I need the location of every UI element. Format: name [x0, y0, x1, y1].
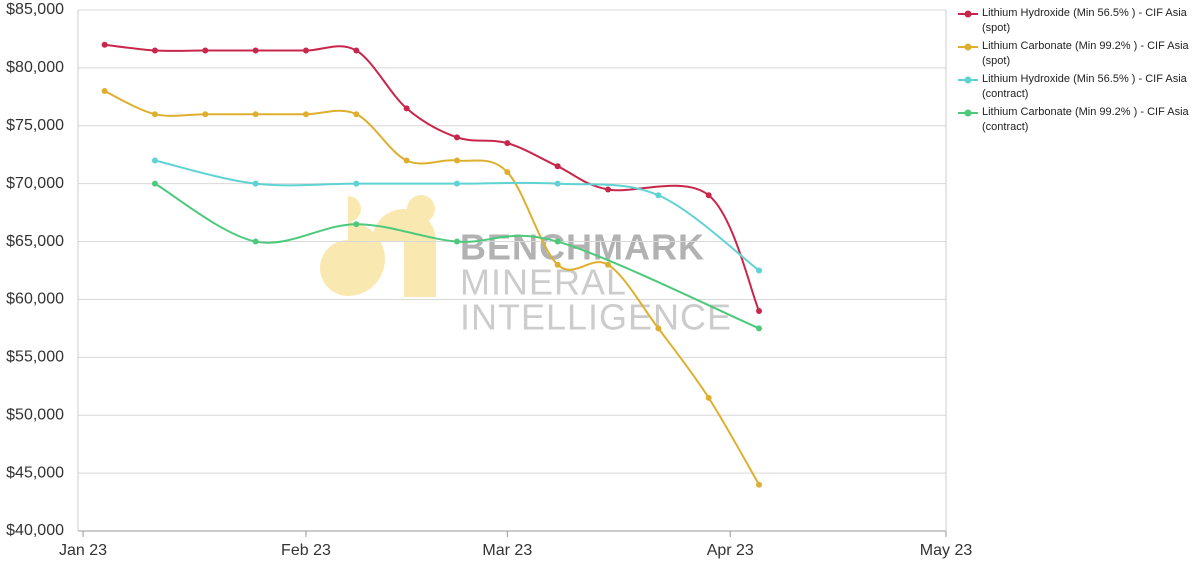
y-tick-label: $85,000: [6, 1, 64, 18]
legend-item[interactable]: Lithium Hydroxide (Min 56.5% ) - CIF Asi…: [958, 6, 1198, 36]
data-point: [504, 140, 511, 147]
data-point: [605, 261, 612, 268]
data-point: [554, 238, 561, 245]
data-point: [756, 325, 763, 332]
data-point: [705, 192, 712, 199]
y-tick-label: $80,000: [6, 59, 64, 76]
data-point: [151, 157, 158, 164]
legend-dot: [964, 76, 972, 84]
data-point: [554, 261, 561, 268]
data-point: [151, 111, 158, 118]
data-point: [554, 180, 561, 187]
data-point: [353, 47, 360, 54]
x-tick-label: May 23: [920, 542, 973, 559]
data-point: [202, 111, 209, 118]
y-tick-label: $45,000: [6, 464, 64, 481]
legend-item[interactable]: Lithium Hydroxide (Min 56.5% ) - CIF Asi…: [958, 72, 1198, 102]
y-tick-label: $65,000: [6, 233, 64, 250]
data-point: [252, 238, 259, 245]
data-point: [453, 238, 460, 245]
y-tick-label: $70,000: [6, 175, 64, 192]
legend-symbol: [958, 10, 978, 18]
legend-symbol: [958, 76, 978, 84]
data-point: [202, 47, 209, 54]
y-tick-label: $60,000: [6, 291, 64, 308]
watermark: INTELLIGENCE: [460, 297, 732, 338]
watermark: MINERAL: [460, 262, 627, 303]
data-point: [403, 157, 410, 164]
legend-dot: [964, 109, 972, 117]
y-tick-label: $50,000: [6, 406, 64, 423]
data-point: [453, 180, 460, 187]
data-point: [101, 41, 108, 48]
data-point: [756, 267, 763, 274]
data-point: [302, 47, 309, 54]
data-point: [756, 308, 763, 315]
data-point: [353, 221, 360, 228]
data-point: [655, 192, 662, 199]
data-point: [605, 186, 612, 193]
y-tick-label: $75,000: [6, 117, 64, 134]
data-point: [453, 157, 460, 164]
data-point: [252, 47, 259, 54]
data-point: [151, 180, 158, 187]
legend-symbol: [958, 109, 978, 117]
x-tick-label: Feb 23: [281, 542, 331, 559]
x-tick-label: Jan 23: [59, 542, 107, 559]
legend-label: Lithium Hydroxide (Min 56.5% ) - CIF Asi…: [982, 73, 1187, 100]
series-line: [154, 182, 760, 330]
legend: Lithium Hydroxide (Min 56.5% ) - CIF Asi…: [958, 6, 1198, 138]
y-tick-label: $55,000: [6, 349, 64, 366]
watermark: BENCHMARK: [460, 227, 705, 268]
legend-item[interactable]: Lithium Carbonate (Min 99.2% ) - CIF Asi…: [958, 39, 1198, 69]
data-point: [504, 169, 511, 176]
data-point: [554, 163, 561, 170]
data-point: [353, 111, 360, 118]
data-point: [252, 180, 259, 187]
data-point: [453, 134, 460, 141]
data-point: [403, 105, 410, 112]
legend-label: Lithium Hydroxide (Min 56.5% ) - CIF Asi…: [982, 7, 1187, 34]
data-point: [353, 180, 360, 187]
legend-dot: [964, 43, 972, 51]
data-point: [101, 88, 108, 95]
y-tick-label: $40,000: [6, 522, 64, 539]
data-point: [705, 394, 712, 401]
data-point: [151, 47, 158, 54]
legend-label: Lithium Carbonate (Min 99.2% ) - CIF Asi…: [982, 106, 1189, 133]
legend-symbol: [958, 43, 978, 51]
legend-dot: [964, 10, 972, 18]
data-point: [756, 481, 763, 488]
x-tick-label: Apr 23: [707, 542, 754, 559]
x-tick-label: Mar 23: [482, 542, 532, 559]
legend-label: Lithium Carbonate (Min 99.2% ) - CIF Asi…: [982, 40, 1189, 67]
data-point: [655, 325, 662, 332]
data-point: [302, 111, 309, 118]
legend-item[interactable]: Lithium Carbonate (Min 99.2% ) - CIF Asi…: [958, 105, 1198, 135]
logo: [320, 195, 436, 297]
data-point: [252, 111, 259, 118]
